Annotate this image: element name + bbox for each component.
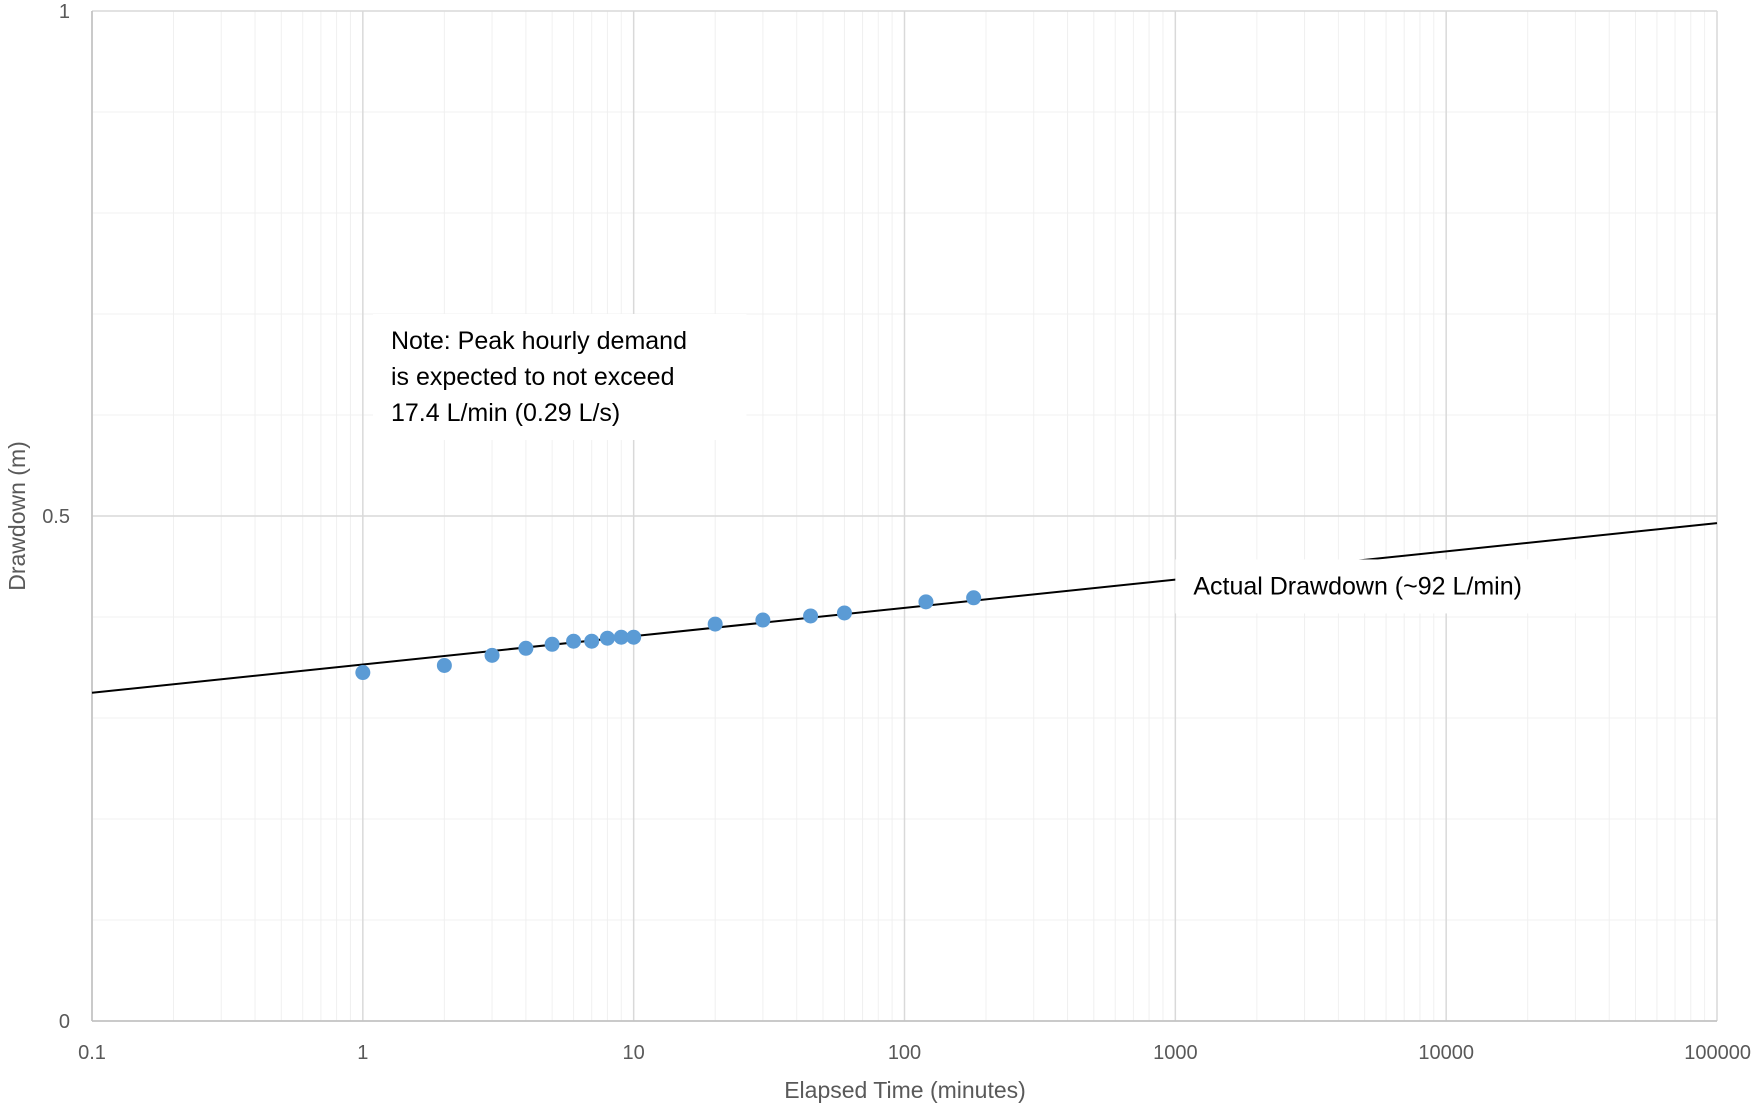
annotation-box: [372, 314, 747, 440]
y-tick-label: 0: [59, 1011, 70, 1033]
x-tick-label: 100: [888, 1042, 921, 1064]
axis-layer: 0.1 1 10 100 1000 10000 100000 0 0.5 1: [42, 1, 1751, 1064]
trendline: [91, 522, 1718, 694]
data-point: [599, 630, 615, 646]
x-axis-title: Elapsed Time (minutes): [784, 1077, 1026, 1103]
data-point: [355, 665, 371, 681]
data-point: [918, 594, 934, 610]
y-tick-label: 0.5: [42, 506, 70, 528]
data-point: [584, 633, 600, 649]
data-point: [966, 590, 982, 606]
series-layer: [91, 522, 1718, 694]
data-point: [566, 633, 582, 649]
x-tick-label: 1000: [1153, 1042, 1198, 1064]
note-annotation: Note: Peak hourly demand is expected to n…: [372, 314, 747, 440]
data-point: [613, 629, 629, 645]
x-tick-label: 1: [357, 1042, 368, 1064]
data-point: [755, 612, 771, 628]
data-point: [836, 605, 852, 621]
x-tick-label: 10: [623, 1042, 645, 1064]
trendline-label: Actual Drawdown (~92 L/min): [1175, 559, 1576, 614]
annotation-text: Note: Peak hourly demand: [391, 327, 687, 355]
data-point: [626, 629, 642, 645]
annotation-text: 17.4 L/min (0.29 L/s): [391, 399, 620, 427]
x-tick-label: 100000: [1684, 1042, 1751, 1064]
annotation-box: [1175, 559, 1576, 614]
annotation-text: Actual Drawdown (~92 L/min): [1193, 572, 1522, 600]
data-point: [518, 640, 534, 656]
data-point: [436, 657, 452, 673]
data-point: [803, 608, 819, 624]
y-tick-label: 1: [59, 1, 70, 23]
x-tick-label: 0.1: [78, 1042, 106, 1064]
data-point: [544, 636, 560, 652]
grid-layer: [91, 10, 1718, 1022]
y-axis-title: Drawdown (m): [4, 441, 30, 591]
data-point: [707, 616, 723, 632]
annotation-layer: Note: Peak hourly demand is expected to n…: [372, 314, 1576, 614]
data-point: [484, 647, 500, 663]
annotation-text: is expected to not exceed: [391, 363, 675, 391]
x-tick-label: 10000: [1418, 1042, 1474, 1064]
